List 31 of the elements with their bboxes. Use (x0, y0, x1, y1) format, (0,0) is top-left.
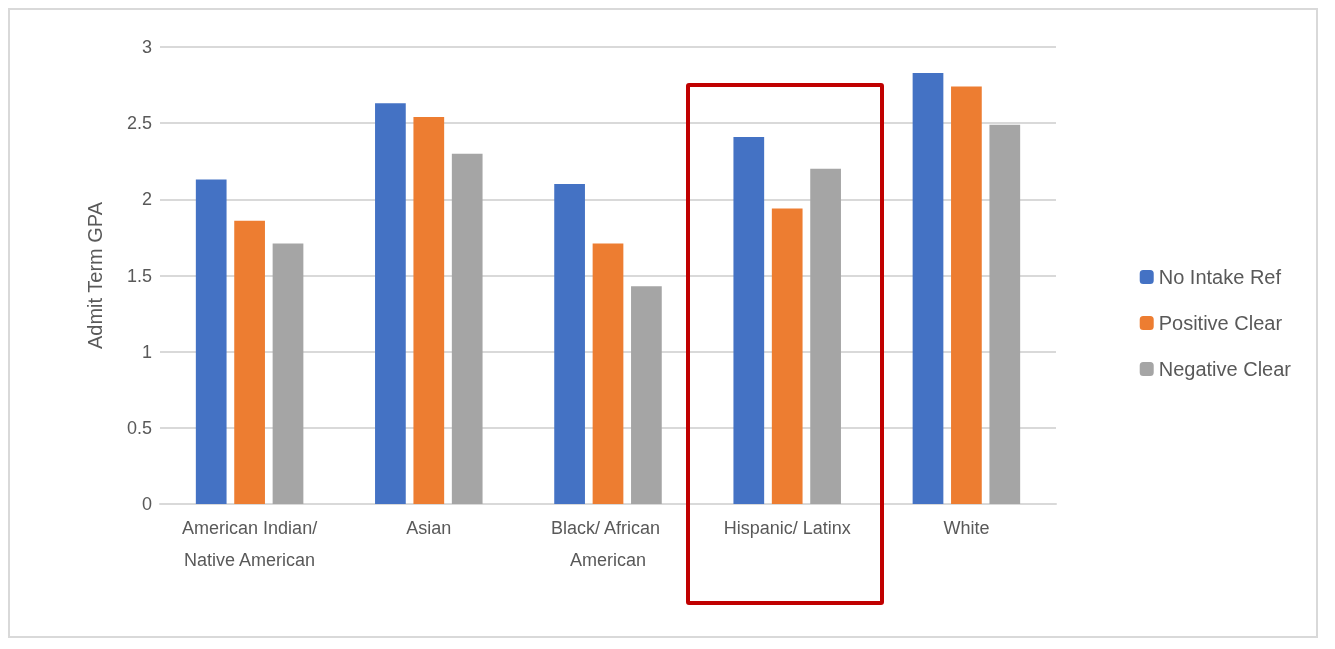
bar (413, 117, 445, 504)
y-tick-label: 1.5 (126, 265, 152, 286)
bar (951, 86, 982, 504)
legend-label: Negative Clear (1158, 358, 1292, 380)
bar (810, 168, 841, 504)
bar (375, 103, 406, 504)
bar (592, 243, 624, 504)
bar (733, 136, 765, 504)
y-tick-label: 1 (141, 341, 152, 362)
bar (771, 208, 803, 504)
bar (912, 72, 944, 504)
x-tick-label: American Indian/Native American (182, 518, 318, 570)
y-tick-label: 0.5 (126, 417, 152, 438)
bar (234, 220, 265, 504)
x-tick-label: White (943, 518, 990, 538)
y-axis-title: Admit Term GPA (84, 201, 106, 350)
bar (631, 286, 662, 504)
bar (195, 179, 227, 504)
bar (554, 184, 585, 504)
y-tick-label: 0 (141, 494, 152, 514)
bar (989, 124, 1021, 504)
x-tick-label: Asian (406, 518, 452, 538)
y-tick-label: 2.5 (126, 113, 152, 134)
legend-label: No Intake Ref (1158, 266, 1282, 288)
y-tick-label: 3 (141, 37, 152, 57)
y-tick-label: 2 (141, 189, 152, 210)
bar (451, 153, 483, 504)
x-tick-label: Hispanic/ Latinx (723, 518, 851, 538)
x-tick-label: Black/ African American (550, 518, 666, 570)
bar (272, 243, 304, 504)
legend-label: Positive Clear (1158, 312, 1283, 334)
